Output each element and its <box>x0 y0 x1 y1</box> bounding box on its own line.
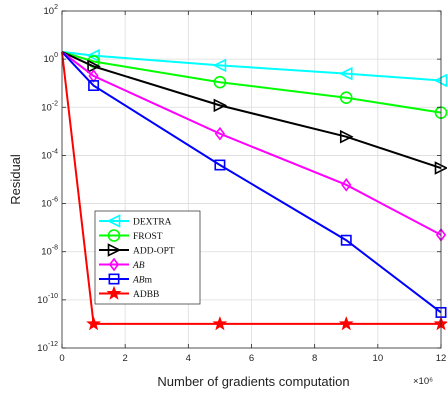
data-point <box>338 316 354 331</box>
data-point <box>338 66 353 81</box>
series-ab <box>61 51 447 242</box>
series-line <box>61 51 442 314</box>
data-point <box>339 91 353 105</box>
legend-marker <box>106 285 122 300</box>
data-point <box>339 129 354 144</box>
data-point <box>341 178 352 192</box>
data-point <box>213 98 228 113</box>
legend: DEXTRA FROST ADD-OPT AB ABm ADBB <box>94 210 201 305</box>
x-axis-label: Number of gradients computation <box>157 374 349 389</box>
legend-marker <box>108 257 120 272</box>
series-line <box>61 50 442 114</box>
x-tick-label: 8 <box>312 353 317 364</box>
series-line <box>61 50 442 82</box>
data-point <box>340 234 352 246</box>
legend-label: FROST <box>133 232 163 242</box>
x-tick-label: 10 <box>373 353 384 364</box>
legend-marker <box>108 273 120 285</box>
axis-ticks: 0 2 4 6 8 10 1210210010-210-410-610-810-1010-1… <box>37 4 446 364</box>
legend-item: ADBB <box>99 285 159 300</box>
legend-label: DEXTRA <box>133 218 172 228</box>
series-line <box>61 51 442 236</box>
series-line <box>61 50 442 169</box>
data-point <box>88 80 100 92</box>
legend-item: DEXTRA <box>99 214 172 228</box>
x-tick-label: 0 <box>59 353 64 364</box>
x-tick-label: 6 <box>249 353 254 364</box>
legend-item: ABm <box>99 273 153 286</box>
legend-label: ADD-OPT <box>133 247 175 257</box>
legend-box <box>94 210 201 305</box>
legend-marker <box>107 229 121 242</box>
y-axis-label: Residual <box>8 154 23 205</box>
series-add-opt <box>61 50 447 175</box>
legend-marker <box>106 214 121 228</box>
data-point <box>214 159 226 171</box>
x-axis-multiplier: ×10⁶ <box>413 376 433 387</box>
data-point <box>86 316 101 331</box>
data-point <box>213 75 227 89</box>
legend-label: ABm <box>132 276 153 286</box>
legend-label: AB <box>132 261 145 271</box>
legend-label: ADBB <box>133 290 159 300</box>
x-tick-label: 2 <box>123 353 128 364</box>
legend-item: FROST <box>99 229 163 242</box>
legend-item: AB <box>99 257 145 272</box>
legend-marker <box>107 243 122 257</box>
x-tick-label: 4 <box>186 353 191 364</box>
data-point <box>86 48 100 63</box>
data-point <box>214 126 226 141</box>
data-point <box>212 316 228 331</box>
data-point <box>212 58 227 73</box>
x-tick-label: 12 <box>436 353 447 364</box>
legend-item: ADD-OPT <box>99 243 175 257</box>
